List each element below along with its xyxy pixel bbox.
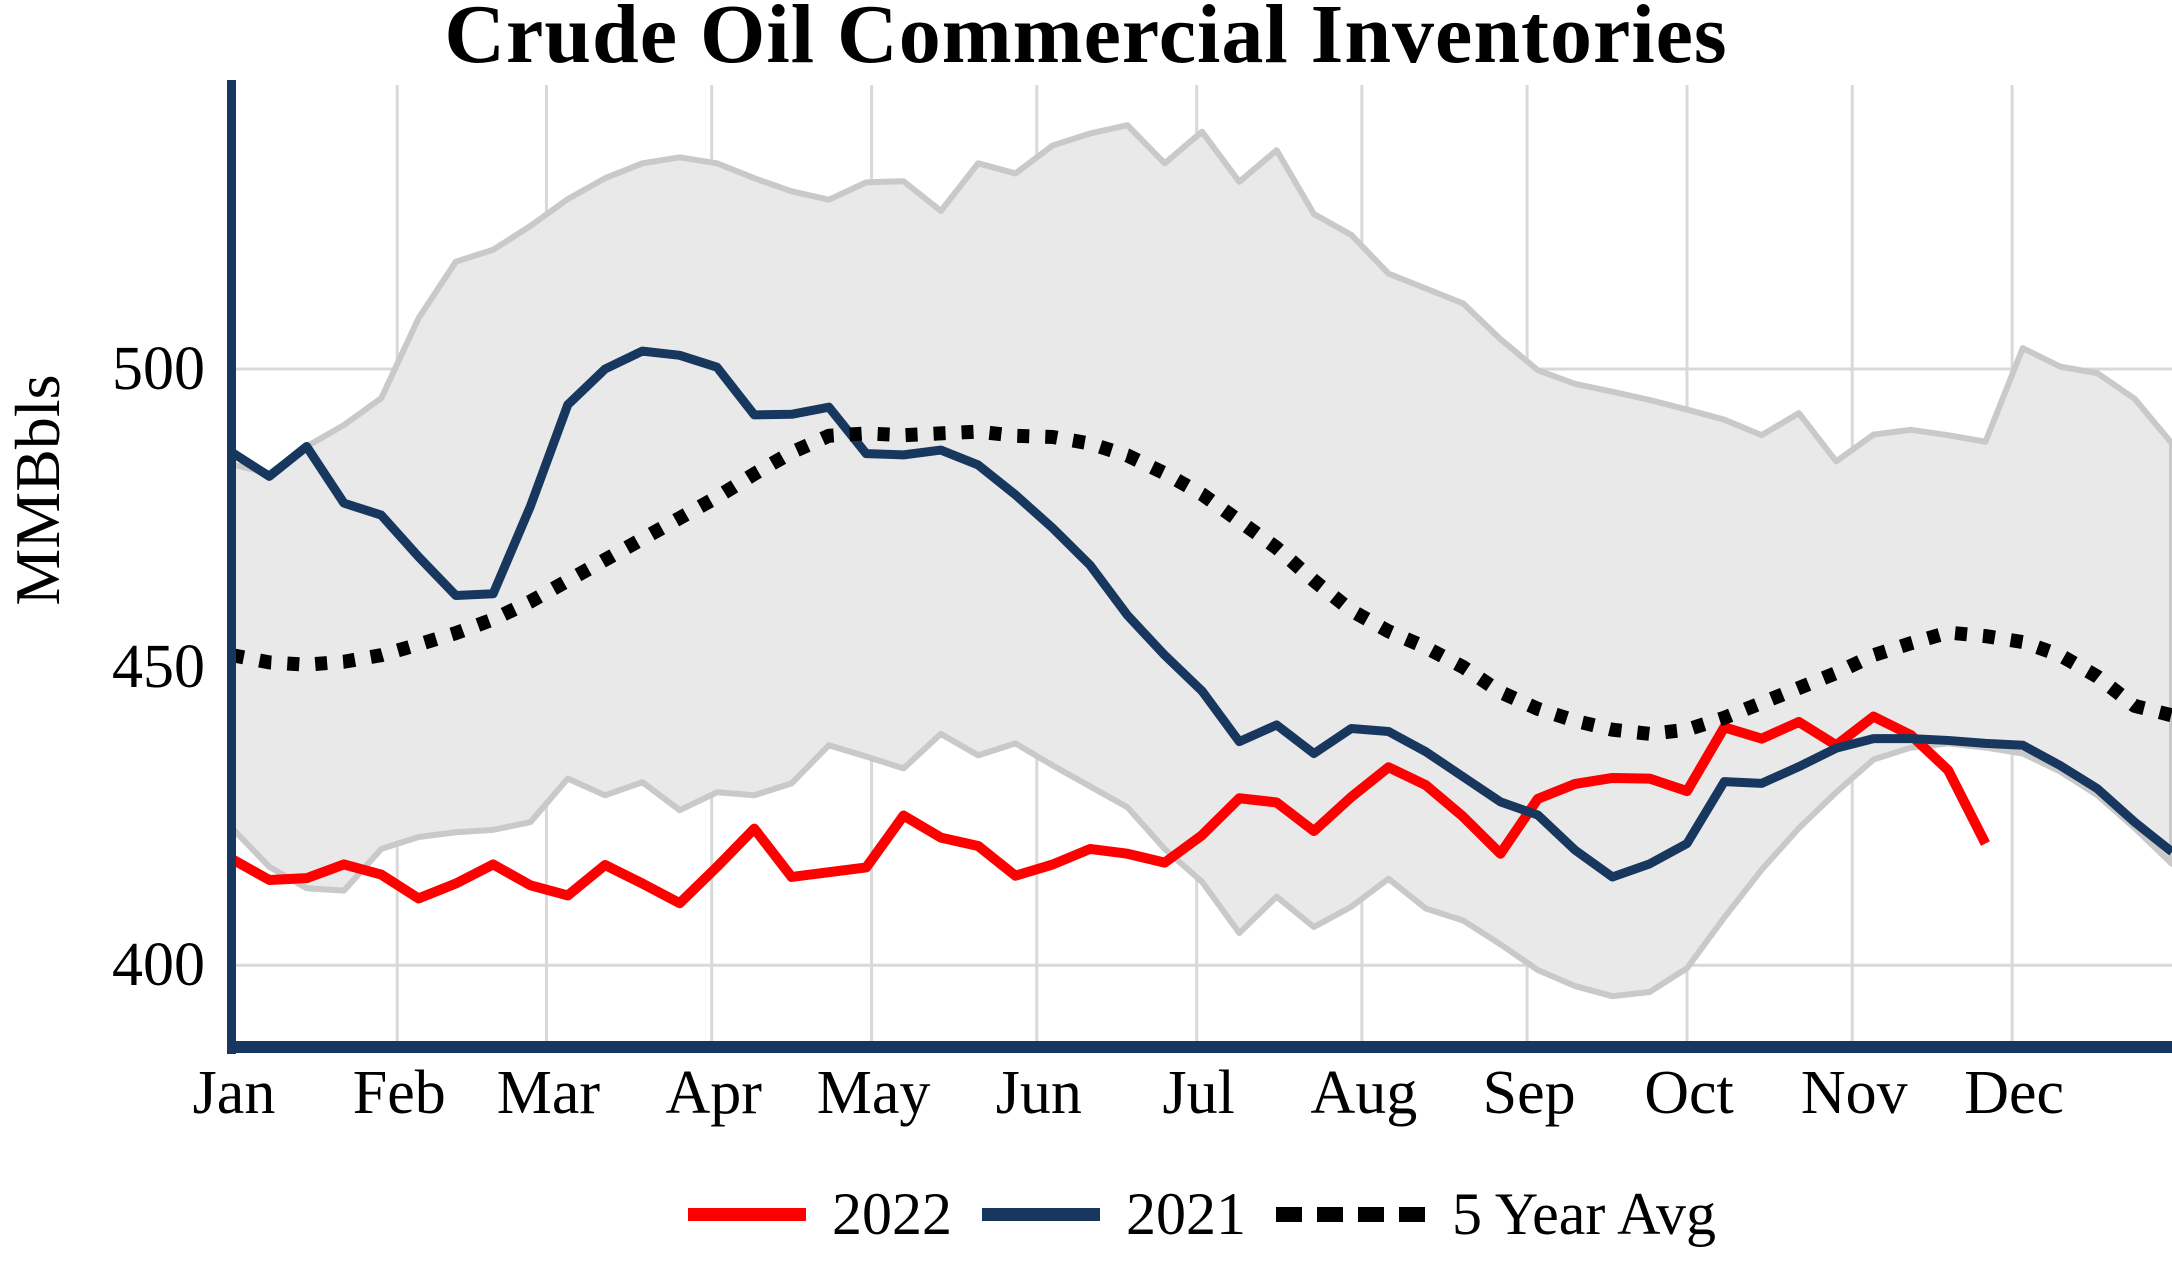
series-line-2021	[229, 346, 2172, 882]
y-axis-line	[227, 80, 236, 1054]
x-tick-Jul: Jul	[1162, 1059, 1235, 1127]
y-tick-450: 450	[112, 633, 205, 702]
x-tick-Jun: Jun	[995, 1059, 1082, 1127]
x-tick-Nov: Nov	[1800, 1059, 1908, 1127]
y-tick-400: 400	[112, 931, 205, 1000]
x-tick-Mar: Mar	[496, 1059, 601, 1127]
legend-label-5yr-avg: 5 Year Avg	[1452, 1180, 1716, 1247]
chart-legend: 2022 2021 5 Year Avg	[232, 1178, 2172, 1250]
x-axis-line	[227, 1041, 2172, 1053]
x-tick-Aug: Aug	[1310, 1059, 1418, 1127]
legend-swatch-2021-navy-line	[982, 1207, 1101, 1221]
x-tick-Dec: Dec	[1964, 1059, 2065, 1127]
legend-item-5yr-avg: 5 Year Avg	[1276, 1180, 1716, 1249]
legend-label-2022: 2022	[832, 1180, 953, 1247]
series-line-5-year-avg	[230, 424, 2172, 741]
x-tick-May: May	[816, 1059, 931, 1127]
five-year-range-band	[229, 122, 2172, 1000]
x-tick-Oct: Oct	[1644, 1059, 1734, 1127]
x-tick-Sep: Sep	[1482, 1059, 1576, 1127]
legend-item-2021: 2021	[982, 1180, 1246, 1249]
series-line-2022	[229, 711, 1990, 909]
legend-item-2022: 2022	[688, 1180, 952, 1249]
x-tick-Apr: Apr	[665, 1059, 762, 1127]
legend-swatch-5yr-avg-dotted-line	[1276, 1206, 1427, 1222]
legend-swatch-2022-red-line	[688, 1207, 807, 1221]
chart-title: Crude Oil Commercial Inventories	[444, 0, 1728, 81]
y-tick-500: 500	[112, 335, 205, 403]
x-tick-Feb: Feb	[352, 1059, 446, 1127]
x-tick-Jan: Jan	[192, 1059, 276, 1127]
legend-label-2021: 2021	[1126, 1180, 1247, 1247]
